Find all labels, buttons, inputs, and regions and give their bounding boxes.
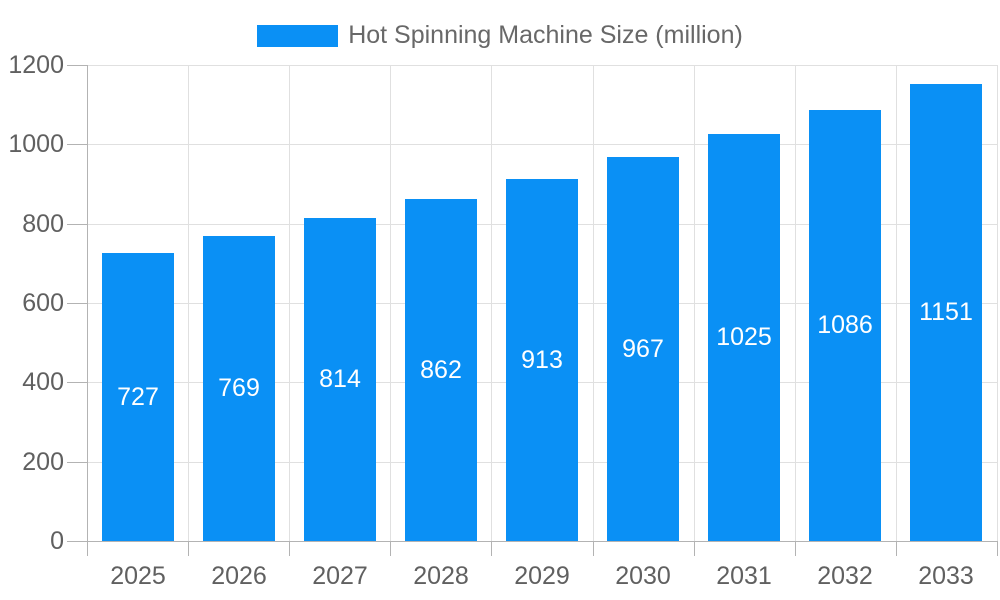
bar-value-label: 862 [420, 355, 462, 384]
y-tick-label: 200 [22, 448, 64, 476]
bar-value-label: 967 [622, 334, 664, 363]
y-axis-tick [67, 303, 87, 304]
x-tick-label: 2030 [615, 562, 671, 590]
x-tick-label: 2028 [413, 562, 469, 590]
bar[interactable]: 913 [506, 179, 578, 541]
y-axis-tick [67, 541, 87, 542]
gridline-v [390, 65, 391, 541]
y-tick-label: 1200 [8, 51, 64, 79]
bar-value-label: 1151 [919, 298, 973, 326]
x-axis-tick [491, 541, 492, 556]
gridline-h [87, 144, 997, 145]
x-tick-label: 2025 [110, 562, 166, 590]
x-tick-label: 2027 [312, 562, 368, 590]
y-axis-tick [67, 462, 87, 463]
y-axis-tick [67, 144, 87, 145]
legend-swatch [257, 24, 339, 47]
x-tick-label: 2032 [817, 562, 873, 590]
x-axis-tick [188, 541, 189, 556]
x-axis-tick [289, 541, 290, 556]
bar[interactable]: 769 [203, 236, 275, 541]
gridline-v [997, 65, 998, 541]
legend: Hot Spinning Machine Size (million) [0, 21, 1000, 50]
gridline-v [188, 65, 189, 541]
bar-value-label: 1086 [817, 311, 873, 339]
gridline-v [795, 65, 796, 541]
gridline-h [87, 65, 997, 66]
y-axis-tick [67, 65, 87, 66]
bar-value-label: 814 [319, 365, 361, 393]
gridline-v [694, 65, 695, 541]
x-tick-label: 2029 [514, 562, 570, 590]
y-axis-tick [67, 224, 87, 225]
y-tick-label: 400 [22, 368, 64, 396]
x-axis-line [87, 541, 997, 542]
gridline-v [289, 65, 290, 541]
gridline-v [896, 65, 897, 541]
x-axis-tick [795, 541, 796, 556]
bar[interactable]: 814 [304, 218, 376, 541]
gridline-v [491, 65, 492, 541]
y-tick-label: 0 [50, 527, 64, 555]
y-tick-label: 1000 [8, 130, 64, 158]
legend-label: Hot Spinning Machine Size (million) [348, 21, 743, 49]
bar-value-label: 913 [521, 345, 563, 374]
bar[interactable]: 967 [607, 157, 679, 541]
y-axis-line [87, 65, 88, 556]
bar[interactable]: 1086 [809, 110, 881, 541]
y-axis-tick [67, 382, 87, 383]
bar[interactable]: 1025 [708, 134, 780, 541]
bar-value-label: 1025 [716, 323, 772, 351]
x-axis-tick [997, 541, 998, 556]
bar[interactable]: 727 [102, 253, 174, 541]
x-tick-label: 2033 [918, 562, 974, 590]
bar[interactable]: 1151 [910, 84, 982, 541]
y-tick-label: 800 [22, 210, 64, 238]
x-axis-tick [694, 541, 695, 556]
y-tick-label: 600 [22, 289, 64, 317]
bar-value-label: 769 [218, 374, 260, 402]
x-axis-tick [390, 541, 391, 556]
legend-item[interactable]: Hot Spinning Machine Size (million) [257, 21, 743, 50]
bar-value-label: 727 [117, 382, 159, 411]
x-tick-label: 2031 [716, 562, 772, 590]
x-axis-tick [593, 541, 594, 556]
x-axis-tick [896, 541, 897, 556]
bar[interactable]: 862 [405, 199, 477, 541]
gridline-v [593, 65, 594, 541]
x-tick-label: 2026 [211, 562, 267, 590]
